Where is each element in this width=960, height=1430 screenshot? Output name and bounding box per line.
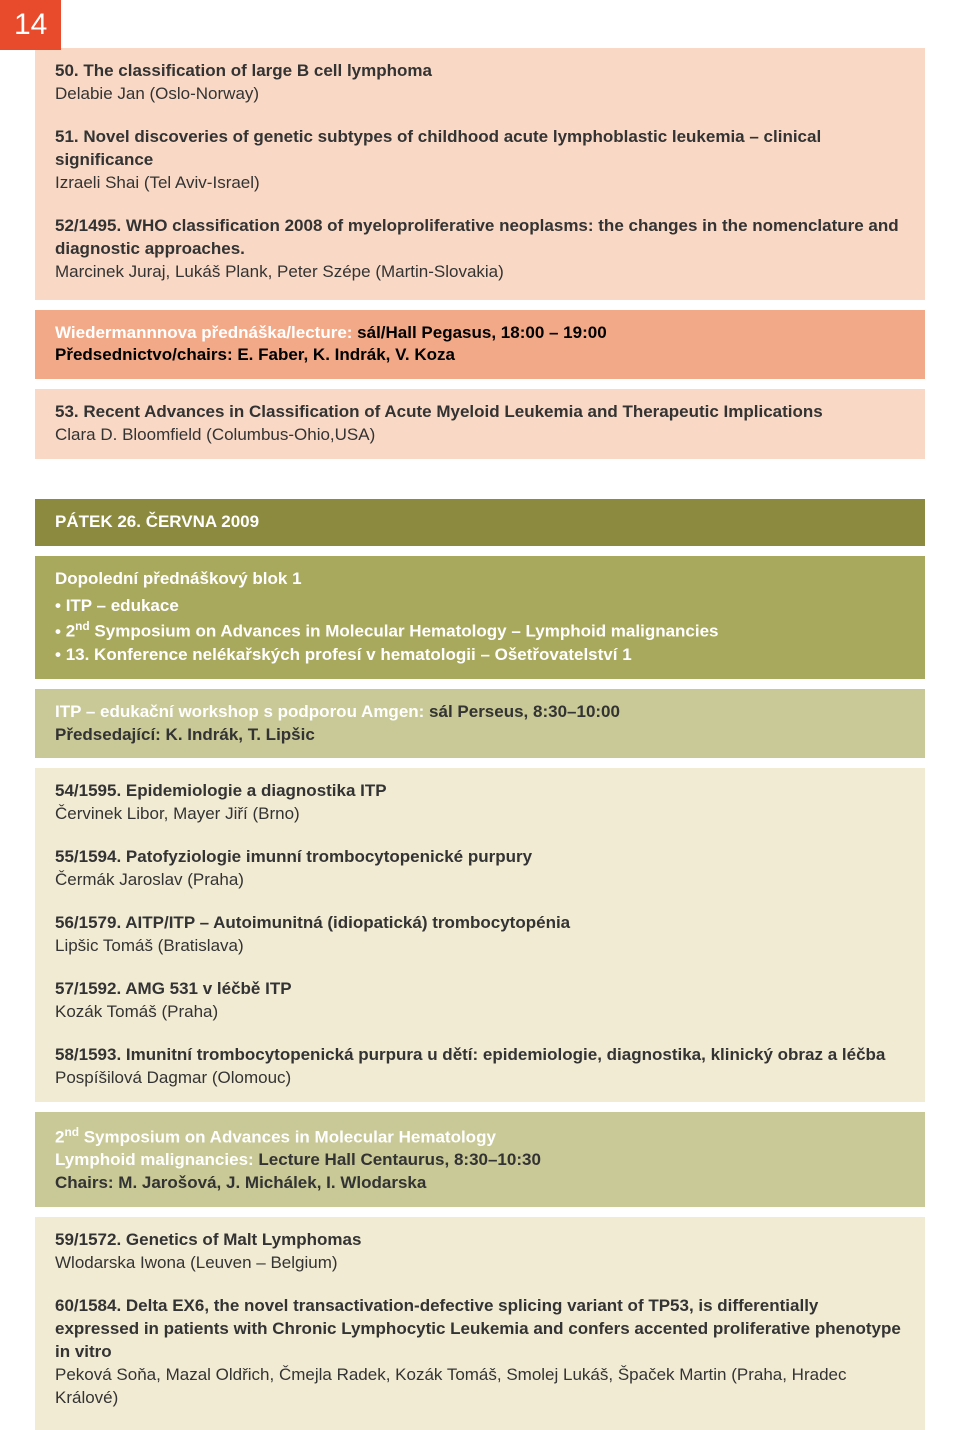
entry-55: 55/1594. Patofyziologie imunní trombocyt…	[55, 846, 905, 892]
entry-title: 56/1579. AITP/ITP – Autoimunitná (idiopa…	[55, 912, 905, 935]
entry-author: Čermák Jaroslav (Praha)	[55, 869, 905, 892]
entry-title: 60/1584. Delta EX6, the novel transactiv…	[55, 1295, 905, 1364]
entry-51: 51. Novel discoveries of genetic subtype…	[55, 126, 905, 195]
symposium2-chairs: Chairs: M. Jarošová, J. Michálek, I. Wlo…	[55, 1172, 905, 1195]
entry-title: 53. Recent Advances in Classification of…	[55, 401, 905, 424]
symposium2-line1: 2nd Symposium on Advances in Molecular H…	[55, 1124, 905, 1150]
page-content: 50. The classification of large B cell l…	[0, 0, 960, 1430]
entry-56: 56/1579. AITP/ITP – Autoimunitná (idiopa…	[55, 912, 905, 958]
symposium2-line2: Lymphoid malignancies: Lecture Hall Cent…	[55, 1149, 905, 1172]
entry-title: 59/1572. Genetics of Malt Lymphomas	[55, 1229, 905, 1252]
entry-title: 51. Novel discoveries of genetic subtype…	[55, 126, 905, 172]
symposium2-prefix: Lymphoid malignancies:	[55, 1150, 258, 1169]
wiedermann-prefix: Wiedermannnova přednáška/lecture:	[55, 323, 357, 342]
entry-author: Marcinek Juraj, Lukáš Plank, Peter Szépe…	[55, 261, 905, 284]
block-top-entries: 50. The classification of large B cell l…	[35, 48, 925, 300]
entry-author: Delabie Jan (Oslo-Norway)	[55, 83, 905, 106]
entry-59: 59/1572. Genetics of Malt Lymphomas Wlod…	[55, 1229, 905, 1275]
page-number-tab: 14	[0, 0, 61, 50]
itp-workshop-prefix: ITP – edukační workshop s podporou Amgen…	[55, 702, 429, 721]
entry-52: 52/1495. WHO classification 2008 of myel…	[55, 215, 905, 284]
block-entry-53: 53. Recent Advances in Classification of…	[35, 389, 925, 459]
bullet-itp: ITP – edukace	[55, 595, 905, 618]
entry-author: Pospíšilová Dagmar (Olomouc)	[55, 1067, 905, 1090]
entry-57: 57/1592. AMG 531 v léčbě ITP Kozák Tomáš…	[55, 978, 905, 1024]
block-symposium2-entries: 59/1572. Genetics of Malt Lymphomas Wlod…	[35, 1217, 925, 1430]
entry-author: Kozák Tomáš (Praha)	[55, 1001, 905, 1024]
symposium2-highlight: Lecture Hall Centaurus, 8:30–10:30	[258, 1150, 541, 1169]
page: 14 50. The classification of large B cel…	[0, 0, 960, 1430]
bullet-symposium: 2nd Symposium on Advances in Molecular H…	[55, 618, 905, 644]
entry-title: 52/1495. WHO classification 2008 of myel…	[55, 215, 905, 261]
wiedermann-chairs: Předsednictvo/chairs: E. Faber, K. Indrá…	[55, 344, 905, 367]
block-friday-subheader: Dopolední přednáškový blok 1 ITP – eduka…	[35, 556, 925, 678]
wiedermann-line1: Wiedermannnova přednáška/lecture: sál/Ha…	[55, 322, 905, 345]
block-wiedermann: Wiedermannnova přednáška/lecture: sál/Ha…	[35, 310, 925, 380]
entry-53: 53. Recent Advances in Classification of…	[55, 401, 905, 447]
entry-58: 58/1593. Imunitní trombocytopenická purp…	[55, 1044, 905, 1090]
bullet-konference: 13. Konference nelékařských profesí v he…	[55, 644, 905, 667]
section-break	[55, 469, 905, 499]
wiedermann-highlight: sál/Hall Pegasus, 18:00 – 19:00	[357, 323, 607, 342]
block-itp-workshop: ITP – edukační workshop s podporou Amgen…	[35, 689, 925, 759]
itp-workshop-highlight: sál Perseus, 8:30–10:00	[429, 702, 620, 721]
entry-author: Červinek Libor, Mayer Jiří (Brno)	[55, 803, 905, 826]
itp-workshop-chairs: Předsedající: K. Indrák, T. Lipšic	[55, 724, 905, 747]
entry-54: 54/1595. Epidemiologie a diagnostika ITP…	[55, 780, 905, 826]
entry-50: 50. The classification of large B cell l…	[55, 60, 905, 106]
entry-author: Lipšic Tomáš (Bratislava)	[55, 935, 905, 958]
entry-author: Peková Soňa, Mazal Oldřich, Čmejla Radek…	[55, 1364, 905, 1410]
friday-heading: Dopolední přednáškový blok 1	[55, 568, 905, 591]
friday-bullets: ITP – edukace 2nd Symposium on Advances …	[55, 595, 905, 666]
entry-author: Clara D. Bloomfield (Columbus-Ohio,USA)	[55, 424, 905, 447]
entry-title: 58/1593. Imunitní trombocytopenická purp…	[55, 1044, 905, 1067]
entry-author: Izraeli Shai (Tel Aviv-Israel)	[55, 172, 905, 195]
itp-workshop-line1: ITP – edukační workshop s podporou Amgen…	[55, 701, 905, 724]
block-itp-entries: 54/1595. Epidemiologie a diagnostika ITP…	[35, 768, 925, 1101]
entry-title: 55/1594. Patofyziologie imunní trombocyt…	[55, 846, 905, 869]
block-friday-header: PÁTEK 26. ČERVNA 2009	[35, 499, 925, 546]
block-symposium2: 2nd Symposium on Advances in Molecular H…	[35, 1112, 925, 1207]
entry-title: 50. The classification of large B cell l…	[55, 60, 905, 83]
entry-author: Wlodarska Iwona (Leuven – Belgium)	[55, 1252, 905, 1275]
entry-title: 57/1592. AMG 531 v léčbě ITP	[55, 978, 905, 1001]
entry-title: 54/1595. Epidemiologie a diagnostika ITP	[55, 780, 905, 803]
